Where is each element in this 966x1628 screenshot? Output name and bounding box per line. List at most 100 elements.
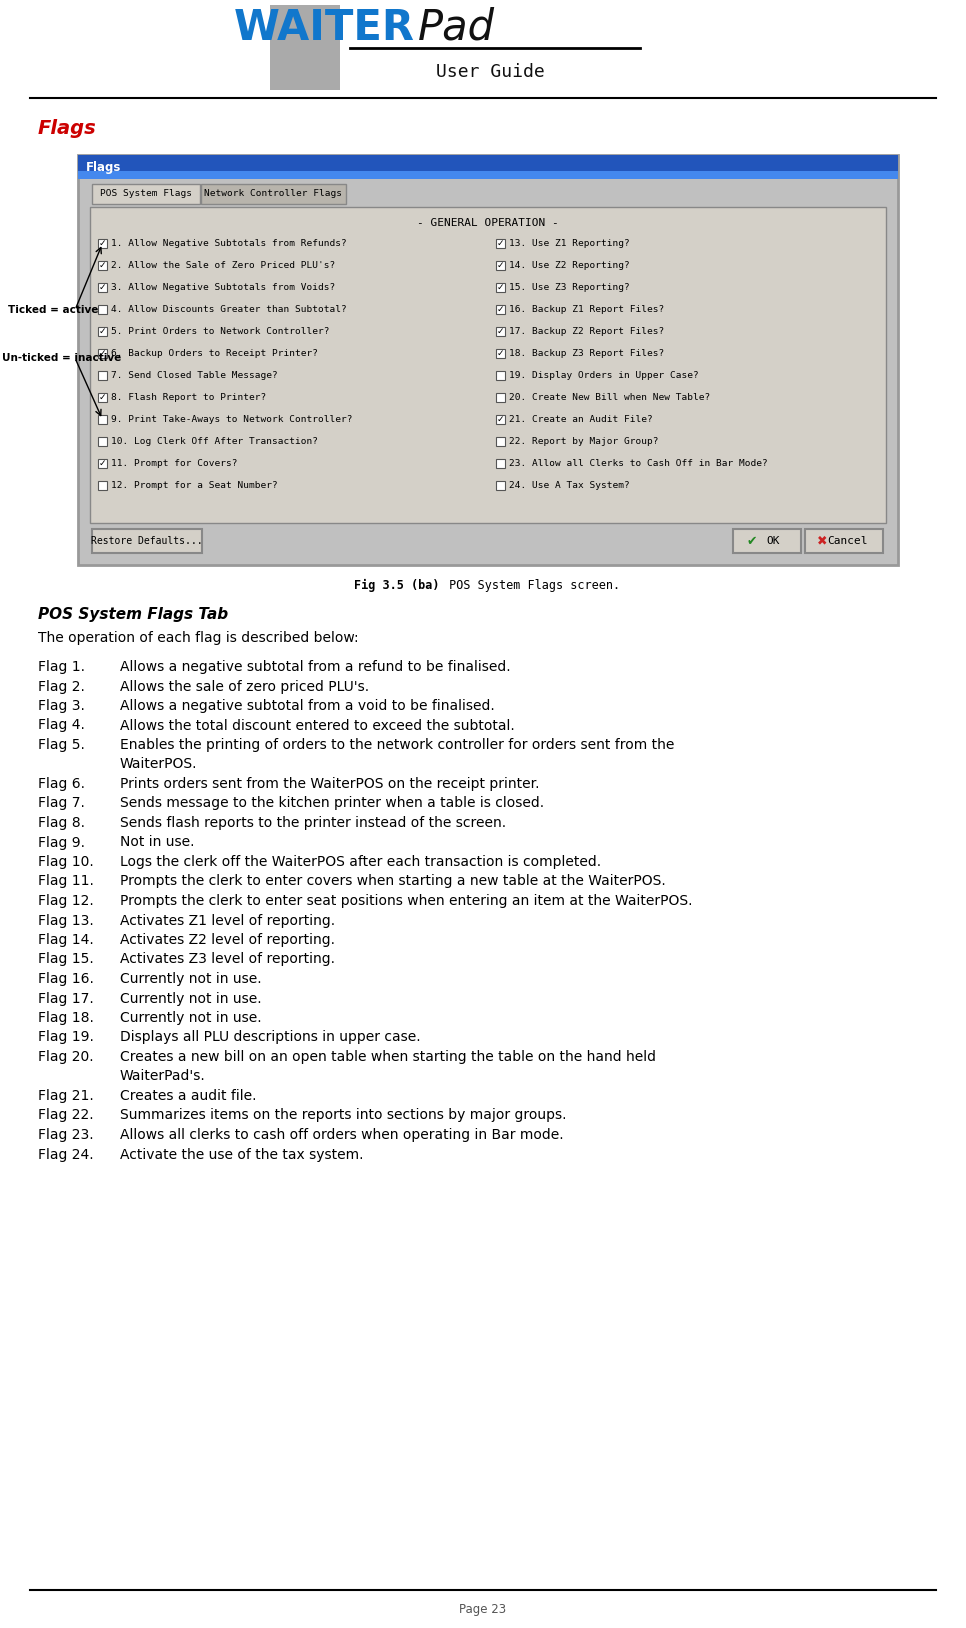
Text: Pad: Pad <box>418 7 495 49</box>
Text: ✓: ✓ <box>99 459 106 467</box>
Text: Allows a negative subtotal from a void to be finalised.: Allows a negative subtotal from a void t… <box>120 698 495 713</box>
Text: Prompts the clerk to enter seat positions when entering an item at the WaiterPOS: Prompts the clerk to enter seat position… <box>120 894 693 908</box>
Text: Allows the total discount entered to exceed the subtotal.: Allows the total discount entered to exc… <box>120 718 515 733</box>
Text: Enables the printing of orders to the network controller for orders sent from th: Enables the printing of orders to the ne… <box>120 737 674 752</box>
Text: Flag 18.: Flag 18. <box>38 1011 94 1026</box>
Text: 8. Flash Report to Printer?: 8. Flash Report to Printer? <box>111 392 267 402</box>
Text: 23. Allow all Clerks to Cash Off in Bar Mode?: 23. Allow all Clerks to Cash Off in Bar … <box>509 459 768 467</box>
Text: ✓: ✓ <box>99 239 106 247</box>
Text: Flag 14.: Flag 14. <box>38 933 94 947</box>
Bar <box>496 283 505 291</box>
Bar <box>98 304 107 314</box>
Bar <box>98 348 107 358</box>
Bar <box>805 529 883 554</box>
Text: 3. Allow Negative Subtotals from Voids?: 3. Allow Negative Subtotals from Voids? <box>111 283 335 291</box>
Text: 5. Print Orders to Network Controller?: 5. Print Orders to Network Controller? <box>111 327 329 335</box>
Bar <box>78 155 898 179</box>
Text: Prompts the clerk to enter covers when starting a new table at the WaiterPOS.: Prompts the clerk to enter covers when s… <box>120 874 666 889</box>
Text: 17. Backup Z2 Report Files?: 17. Backup Z2 Report Files? <box>509 327 665 335</box>
Text: 24. Use A Tax System?: 24. Use A Tax System? <box>509 480 630 490</box>
Text: ✓: ✓ <box>99 348 106 358</box>
Text: Flag 17.: Flag 17. <box>38 991 94 1006</box>
Text: Flags: Flags <box>38 119 97 137</box>
Text: Flag 22.: Flag 22. <box>38 1109 94 1122</box>
Text: Flag 16.: Flag 16. <box>38 972 94 987</box>
Text: Flag 3.: Flag 3. <box>38 698 85 713</box>
Text: Prints orders sent from the WaiterPOS on the receipt printer.: Prints orders sent from the WaiterPOS on… <box>120 777 539 791</box>
Bar <box>496 371 505 379</box>
Text: POS System Flags Tab: POS System Flags Tab <box>38 607 228 622</box>
Text: 10. Log Clerk Off After Transaction?: 10. Log Clerk Off After Transaction? <box>111 436 318 446</box>
Text: 18. Backup Z3 Report Files?: 18. Backup Z3 Report Files? <box>509 348 665 358</box>
Text: Flag 1.: Flag 1. <box>38 659 85 674</box>
Text: WaiterPad's.: WaiterPad's. <box>120 1070 206 1084</box>
Bar <box>78 171 898 179</box>
Bar <box>98 371 107 379</box>
Text: Un-ticked = inactive: Un-ticked = inactive <box>2 353 122 363</box>
Bar <box>98 327 107 335</box>
Bar <box>98 459 107 467</box>
Bar <box>496 327 505 335</box>
Text: Flag 21.: Flag 21. <box>38 1089 94 1104</box>
Text: Displays all PLU descriptions in upper case.: Displays all PLU descriptions in upper c… <box>120 1031 420 1045</box>
Text: 22. Report by Major Group?: 22. Report by Major Group? <box>509 436 659 446</box>
Text: - GENERAL OPERATION -: - GENERAL OPERATION - <box>417 218 559 228</box>
Text: Flag 15.: Flag 15. <box>38 952 94 967</box>
Bar <box>496 260 505 270</box>
Text: Activate the use of the tax system.: Activate the use of the tax system. <box>120 1148 363 1161</box>
Text: WAITER: WAITER <box>234 7 415 49</box>
Text: ✓: ✓ <box>99 283 106 291</box>
Bar <box>98 415 107 423</box>
Bar <box>92 529 202 554</box>
Text: 7. Send Closed Table Message?: 7. Send Closed Table Message? <box>111 371 278 379</box>
Bar <box>270 5 340 90</box>
Text: Activates Z3 level of reporting.: Activates Z3 level of reporting. <box>120 952 335 967</box>
Text: Flag 9.: Flag 9. <box>38 835 85 850</box>
Text: 9. Print Take-Aways to Network Controller?: 9. Print Take-Aways to Network Controlle… <box>111 415 353 423</box>
Text: ✓: ✓ <box>99 260 106 270</box>
Bar <box>201 184 346 204</box>
Bar <box>92 184 200 204</box>
Text: ✓: ✓ <box>497 327 504 335</box>
Text: ✔: ✔ <box>747 534 757 547</box>
Bar <box>496 239 505 247</box>
Text: 6. Backup Orders to Receipt Printer?: 6. Backup Orders to Receipt Printer? <box>111 348 318 358</box>
Text: Flag 8.: Flag 8. <box>38 816 85 830</box>
Text: Flag 5.: Flag 5. <box>38 737 85 752</box>
Text: Cancel: Cancel <box>827 536 867 545</box>
Text: Currently not in use.: Currently not in use. <box>120 972 262 987</box>
Text: Flag 4.: Flag 4. <box>38 718 85 733</box>
Text: Page 23: Page 23 <box>460 1604 506 1617</box>
Text: 19. Display Orders in Upper Case?: 19. Display Orders in Upper Case? <box>509 371 698 379</box>
Text: 12. Prompt for a Seat Number?: 12. Prompt for a Seat Number? <box>111 480 278 490</box>
Text: OK: OK <box>766 536 780 545</box>
Text: ✓: ✓ <box>497 260 504 270</box>
Text: Flag 11.: Flag 11. <box>38 874 94 889</box>
Bar <box>733 529 801 554</box>
Text: ✓: ✓ <box>99 327 106 335</box>
Text: 14. Use Z2 Reporting?: 14. Use Z2 Reporting? <box>509 260 630 270</box>
Bar <box>98 436 107 446</box>
Text: Allows all clerks to cash off orders when operating in Bar mode.: Allows all clerks to cash off orders whe… <box>120 1128 563 1141</box>
Text: 16. Backup Z1 Report Files?: 16. Backup Z1 Report Files? <box>509 304 665 314</box>
Text: Summarizes items on the reports into sections by major groups.: Summarizes items on the reports into sec… <box>120 1109 566 1122</box>
Text: Activates Z2 level of reporting.: Activates Z2 level of reporting. <box>120 933 335 947</box>
Text: 21. Create an Audit File?: 21. Create an Audit File? <box>509 415 653 423</box>
Bar <box>496 436 505 446</box>
Text: Sends message to the kitchen printer when a table is closed.: Sends message to the kitchen printer whe… <box>120 796 544 811</box>
Text: Not in use.: Not in use. <box>120 835 194 850</box>
Text: The operation of each flag is described below:: The operation of each flag is described … <box>38 632 358 645</box>
Bar <box>90 207 886 523</box>
Text: ✓: ✓ <box>497 239 504 247</box>
Text: Flags: Flags <box>86 161 122 174</box>
Text: 2. Allow the Sale of Zero Priced PLU's?: 2. Allow the Sale of Zero Priced PLU's? <box>111 260 335 270</box>
Text: Flag 6.: Flag 6. <box>38 777 85 791</box>
Text: Allows a negative subtotal from a refund to be finalised.: Allows a negative subtotal from a refund… <box>120 659 511 674</box>
Text: User Guide: User Guide <box>436 63 545 81</box>
Text: ✓: ✓ <box>99 392 106 402</box>
Bar <box>78 155 898 565</box>
Text: Fig 3.5 (ba): Fig 3.5 (ba) <box>355 578 440 591</box>
Text: 20. Create New Bill when New Table?: 20. Create New Bill when New Table? <box>509 392 710 402</box>
Text: Sends flash reports to the printer instead of the screen.: Sends flash reports to the printer inste… <box>120 816 506 830</box>
Text: Allows the sale of zero priced PLU's.: Allows the sale of zero priced PLU's. <box>120 679 369 694</box>
